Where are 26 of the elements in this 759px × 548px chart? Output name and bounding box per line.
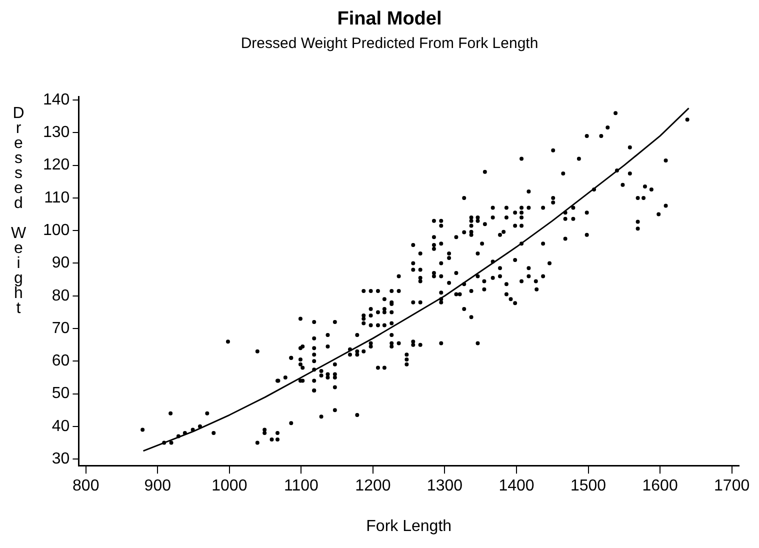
x-tick-label: 1700 <box>714 478 750 495</box>
x-tick-label: 1000 <box>212 478 248 495</box>
x-tick-label: 1300 <box>426 478 463 495</box>
y-tick-label: 60 <box>52 352 70 370</box>
y-tick-label: 70 <box>52 320 70 337</box>
y-axis-title: Dressed Weight <box>10 105 27 315</box>
y-tick-label: 50 <box>52 385 70 402</box>
x-tick-label: 1600 <box>642 478 678 495</box>
x-tick-label: 800 <box>72 478 100 495</box>
y-tick-label: 130 <box>42 124 70 142</box>
x-tick-label: 1400 <box>498 478 534 495</box>
y-tick-label: 110 <box>44 189 70 206</box>
y-tick-label: 120 <box>42 156 70 174</box>
y-tick-label: 140 <box>42 91 70 108</box>
y-tick-label: 80 <box>52 287 70 304</box>
x-tick-label: 1100 <box>284 478 318 495</box>
y-tick-label: 40 <box>52 418 70 435</box>
x-tick-label: 900 <box>144 478 172 495</box>
x-tick-label: 1500 <box>570 478 606 495</box>
y-tick-label: 90 <box>52 254 70 272</box>
x-tick-label: 1200 <box>355 478 391 495</box>
y-tick-label: 30 <box>52 450 70 468</box>
y-tick-label: 100 <box>42 222 70 240</box>
chart-title: Final Model <box>337 8 442 30</box>
x-axis-title: Fork Length <box>366 518 452 535</box>
chart-subtitle: Dressed Weight Predicted From Fork Length <box>240 34 538 52</box>
